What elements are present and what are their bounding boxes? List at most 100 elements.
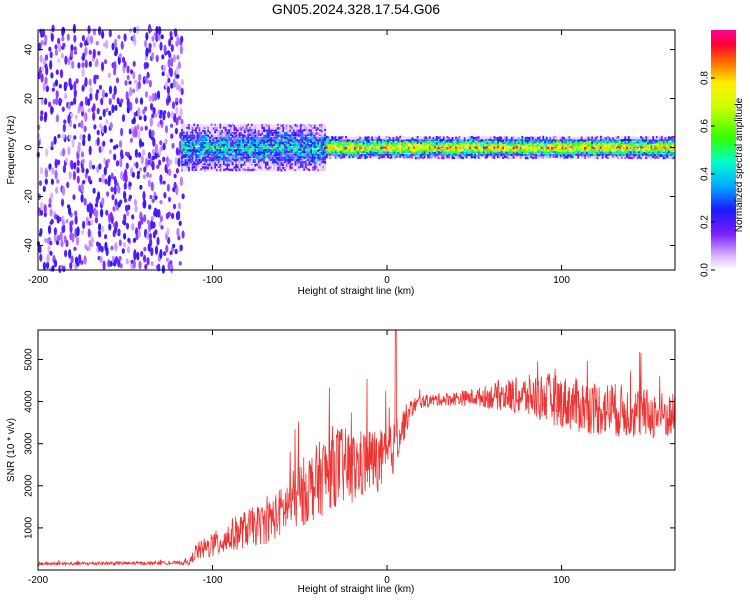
spectrogram-band-cell-3573 <box>559 138 562 142</box>
spectrogram-band-cell-3616 <box>568 143 571 147</box>
spectrogram-band-cell-2889 <box>427 138 430 142</box>
spectrogram-noise-cell-57 <box>47 237 52 242</box>
spectrogram-band-cell-1475 <box>243 149 246 152</box>
spectrogram-band-cell-1758 <box>270 153 272 157</box>
spectrogram-band-cell-2604 <box>373 154 375 157</box>
spectrogram-band-cell-4038 <box>650 145 653 149</box>
spectrogram-band-cell-3583 <box>561 136 564 140</box>
spectrogram-band-cell-3314 <box>511 156 513 159</box>
spectrogram-band-cell-1492 <box>245 153 248 156</box>
spectrogram-band-cell-2754 <box>401 139 403 143</box>
spectrogram-band-cell-3988 <box>640 136 642 139</box>
spectrogram-band-cell-2157 <box>306 152 309 156</box>
spectrogram-band-cell-4078 <box>657 136 660 139</box>
spectrogram-band-cell-4066 <box>655 144 658 147</box>
spectrogram-band-cell-2183 <box>308 136 311 140</box>
spectrogram-band-cell-2344 <box>324 161 327 164</box>
spectrogram-band-cell-3853 <box>613 136 616 139</box>
spectrogram-band-cell-3219 <box>491 146 494 150</box>
spectrogram-band-cell-847 <box>186 150 189 154</box>
spectrogram-noise-cell-104 <box>57 234 61 242</box>
spectrogram-band-cell-1512 <box>247 151 250 154</box>
spectrogram-band-cell-937 <box>195 162 197 166</box>
spectrogram-band-cell-1331 <box>230 128 232 132</box>
spectrogram-band-cell-2221 <box>312 136 314 140</box>
spectrogram-band-cell-1120 <box>210 134 213 138</box>
spectrogram-band-cell-1383 <box>235 140 238 144</box>
spectrogram-noise-cell-690 <box>166 183 170 192</box>
spectrogram-band-cell-869 <box>188 144 190 148</box>
spectrogram-band-cell-3078 <box>463 138 466 142</box>
spectrogram-noise-cell-412 <box>114 38 118 49</box>
spectrogram-band-cell-1507 <box>247 163 250 166</box>
spectrogram-band-cell-1372 <box>235 168 238 172</box>
spectrogram-noise-cell-594 <box>148 173 152 179</box>
spectrogram-noise-cell-229 <box>80 120 84 129</box>
spectrogram-band-cell-2010 <box>292 140 295 144</box>
spectrogram-band-cell-2453 <box>343 148 346 151</box>
spectrogram-band-cell-1851 <box>278 158 281 162</box>
spectrogram-band-cell-3766 <box>598 150 601 154</box>
spectrogram-band-cell-2286 <box>319 162 321 166</box>
spectrogram-band-cell-3229 <box>493 144 496 147</box>
spectrogram-band-cell-2462 <box>345 149 348 152</box>
spectrogram-noise-cell-700 <box>166 73 170 79</box>
spectrogram-noise-cell-511 <box>132 60 136 67</box>
spectrogram-band-cell-3053 <box>460 156 463 159</box>
spectrogram-band-cell-2999 <box>449 156 452 159</box>
spectrogram-noise-cell-744 <box>175 106 179 115</box>
spectrogram-band-cell-2516 <box>355 149 358 152</box>
spectrogram-band-cell-2001 <box>292 163 295 166</box>
spectrogram-band-cell-2906 <box>430 140 433 144</box>
spectrogram-band-cell-2405 <box>334 156 337 159</box>
spectrogram-band-cell-2060 <box>298 158 300 162</box>
spectrogram-band-cell-3146 <box>477 149 480 152</box>
spectrogram-band-cell-787 <box>181 158 183 161</box>
spectrogram-band-cell-2946 <box>439 153 442 156</box>
spectrogram-band-cell-3852 <box>613 139 616 142</box>
spectrogram-band-cell-2621 <box>376 155 379 159</box>
spectrogram-noise-cell-318 <box>95 92 99 101</box>
spectrogram-band-cell-2049 <box>296 139 299 142</box>
spectrogram-band-cell-1443 <box>240 133 243 137</box>
spectrogram-band-cell-2860 <box>421 143 424 147</box>
spectrogram-band-cell-3197 <box>488 155 491 159</box>
spectrogram-band-cell-1116 <box>210 143 213 146</box>
spectrogram-noise-cell-718 <box>168 38 172 47</box>
spectrogram-band-cell-3211 <box>490 143 492 146</box>
spectrogram-band-cell-3331 <box>512 136 515 139</box>
spectrogram-noise-cell-752 <box>174 28 178 37</box>
spectrogram-band-cell-4107 <box>664 153 667 156</box>
spectrogram-band-cell-3350 <box>517 155 520 159</box>
spectrogram-band-cell-2389 <box>331 150 334 154</box>
spectrogram-band-cell-2173 <box>308 161 311 164</box>
spectrogram-band-cell-3662 <box>577 141 580 145</box>
spectrogram-band-cell-1812 <box>275 161 278 164</box>
spectrogram-noise-cell-323 <box>95 40 99 46</box>
spectrogram-band-cell-3930 <box>629 146 632 150</box>
spectrogram-band-cell-4045 <box>652 151 655 155</box>
spectrogram-band-cell-3241 <box>495 137 498 140</box>
spectrogram-band-cell-3540 <box>554 153 557 157</box>
spectrogram-band-cell-2272 <box>317 151 320 154</box>
spectrogram-band-cell-1999 <box>292 168 295 171</box>
spectrogram-noise-cell-384 <box>109 211 113 222</box>
spectrogram-band-cell-1904 <box>284 168 286 172</box>
spectrogram-band-cell-1228 <box>221 148 224 152</box>
spectrogram-noise-cell-354 <box>104 241 108 252</box>
spectrogram-noise-cell-777 <box>179 97 183 105</box>
spectrogram-noise-cell-339 <box>102 260 106 271</box>
spectrogram-band-cell-1427 <box>238 126 241 130</box>
spectrogram-band-cell-816 <box>182 134 185 138</box>
spectrogram-noise-cell-294 <box>89 35 94 45</box>
spectrogram-band-cell-1541 <box>249 126 252 130</box>
spectrogram-band-cell-3264 <box>500 146 503 149</box>
spectrogram-band-cell-1261 <box>224 160 227 164</box>
spectrogram-band-cell-2817 <box>413 138 416 142</box>
spectrogram-noise-cell-667 <box>161 54 165 60</box>
spectrogram-band-cell-1886 <box>282 166 285 170</box>
spectrogram-band-cell-3554 <box>556 140 559 144</box>
spectrogram-band-cell-2403 <box>332 138 335 142</box>
spectrogram-band-cell-3483 <box>542 138 545 141</box>
spectrogram-noise-cell-301 <box>92 103 96 112</box>
